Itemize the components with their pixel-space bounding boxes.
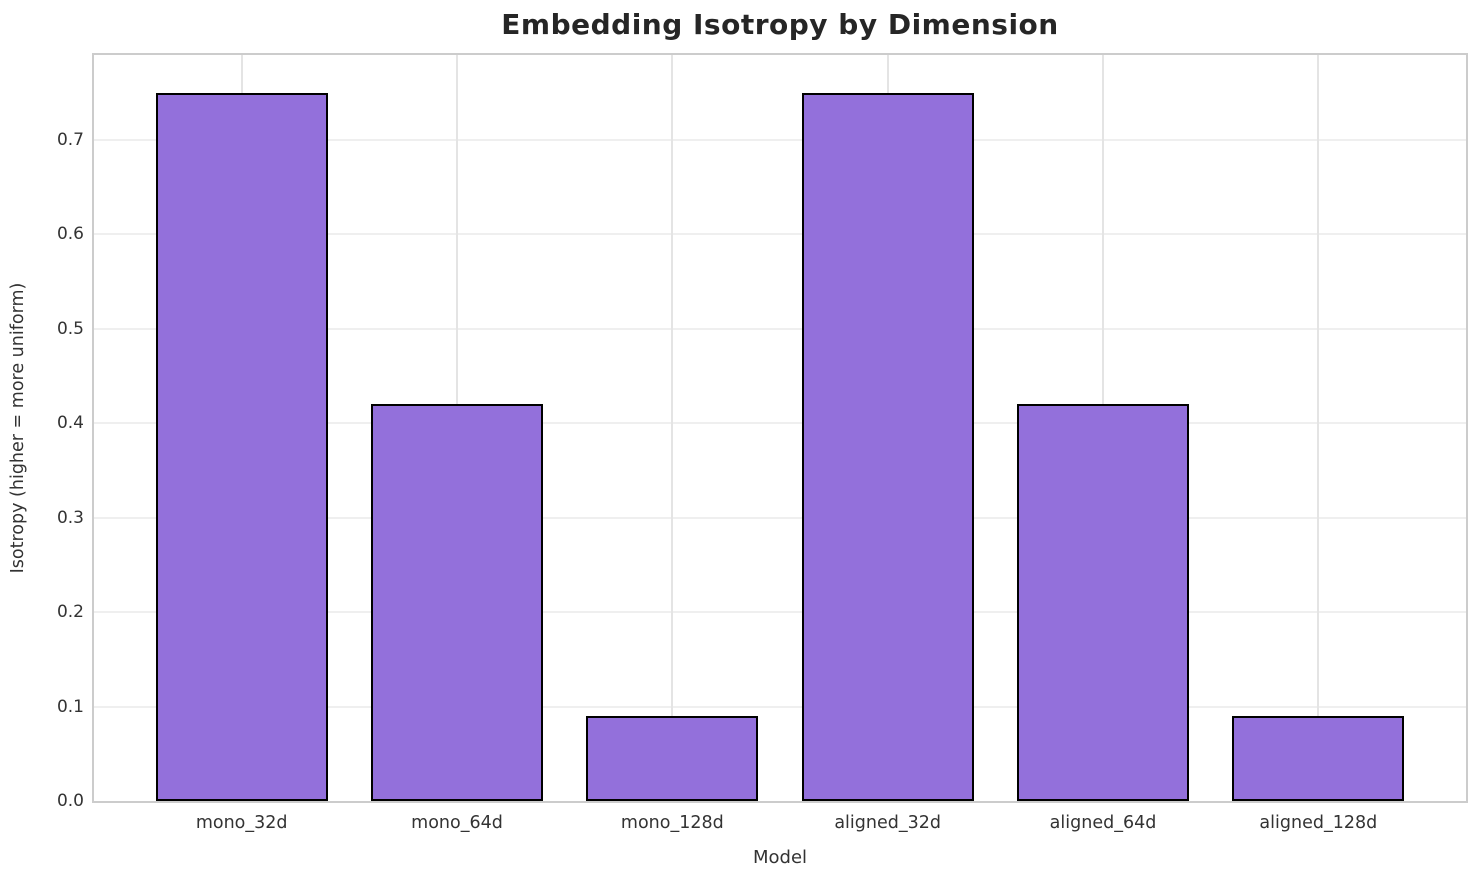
bar-mono_32d	[155, 92, 328, 801]
bar-mono_128d	[586, 716, 759, 801]
gridline-vertical	[671, 55, 674, 801]
bar-aligned_128d	[1232, 716, 1405, 801]
y-tick-label: 0.7	[56, 129, 84, 150]
y-tick-label: 0.4	[56, 413, 84, 434]
bar-aligned_64d	[1016, 404, 1190, 801]
x-tick-label-aligned_32d: aligned_32d	[834, 813, 941, 833]
y-tick-label: 0.0	[56, 791, 84, 811]
gridline-horizontal	[94, 422, 1466, 425]
chart-title: Embedding Isotropy by Dimension	[501, 8, 1059, 41]
y-tick-label: 0.6	[56, 224, 84, 245]
x-axis-label: Model	[752, 847, 808, 868]
bar-aligned_32d	[801, 92, 974, 801]
x-tick-label-aligned_64d: aligned_64d	[1049, 813, 1157, 833]
x-tick-label-mono_32d: mono_32d	[195, 813, 288, 833]
bar-mono_64d	[370, 404, 544, 801]
y-tick-label: 0.1	[56, 696, 84, 717]
gridline-horizontal	[94, 327, 1466, 330]
y-tick-label: 0.5	[56, 318, 84, 339]
gridline-horizontal	[94, 705, 1466, 708]
y-tick-label: 0.3	[56, 507, 84, 528]
gridline-horizontal	[94, 516, 1466, 519]
gridline-vertical	[1317, 55, 1320, 801]
x-tick-label-mono_64d: mono_64d	[411, 813, 503, 833]
gridline-horizontal	[94, 233, 1466, 236]
x-tick-label-aligned_128d: aligned_128d	[1259, 813, 1378, 833]
y-tick-label: 0.2	[56, 602, 84, 623]
gridline-horizontal	[94, 138, 1466, 141]
gridline-horizontal	[94, 611, 1466, 614]
plot-area	[92, 53, 1468, 803]
x-tick-label-mono_128d: mono_128d	[620, 813, 724, 833]
